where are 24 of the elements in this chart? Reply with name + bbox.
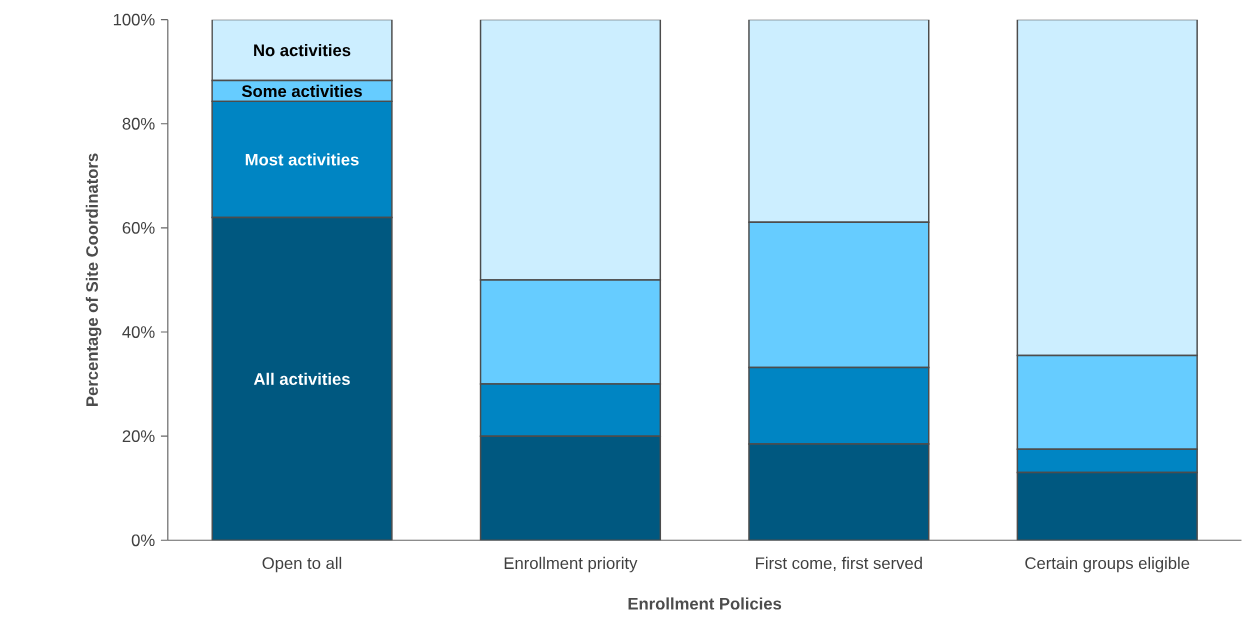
bar: [1016, 472, 1198, 541]
x-tick-label: Open to all: [262, 556, 342, 573]
bar: [211, 216, 393, 541]
y-tick-label: 100%: [113, 13, 155, 26]
x-tick-label: Certain groups eligible: [1025, 556, 1190, 573]
y-tick-label: 20%: [122, 430, 155, 443]
series-label: No activities: [254, 44, 351, 57]
bar: [1016, 19, 1198, 357]
bar: [479, 19, 662, 281]
y-tick-label: 0%: [131, 534, 155, 547]
bar: [748, 19, 930, 224]
x-tick-label: Enrollment priority: [504, 556, 638, 573]
bar: [479, 435, 662, 541]
x-tick-label: First come, first served: [756, 556, 922, 572]
bar: [748, 443, 930, 541]
bar: [211, 19, 393, 82]
y-tick-label: 80%: [122, 118, 155, 130]
series-label: Most activities: [245, 153, 359, 166]
y-axis-title: Percentage of Site Coordinators: [85, 153, 102, 407]
series-label: All activities: [253, 372, 350, 386]
x-axis-title: Enrollment Policies: [628, 597, 782, 610]
y-tick-label: 60%: [122, 222, 155, 234]
y-tick-label: 40%: [122, 326, 155, 339]
series-label: Some activities: [241, 85, 362, 98]
